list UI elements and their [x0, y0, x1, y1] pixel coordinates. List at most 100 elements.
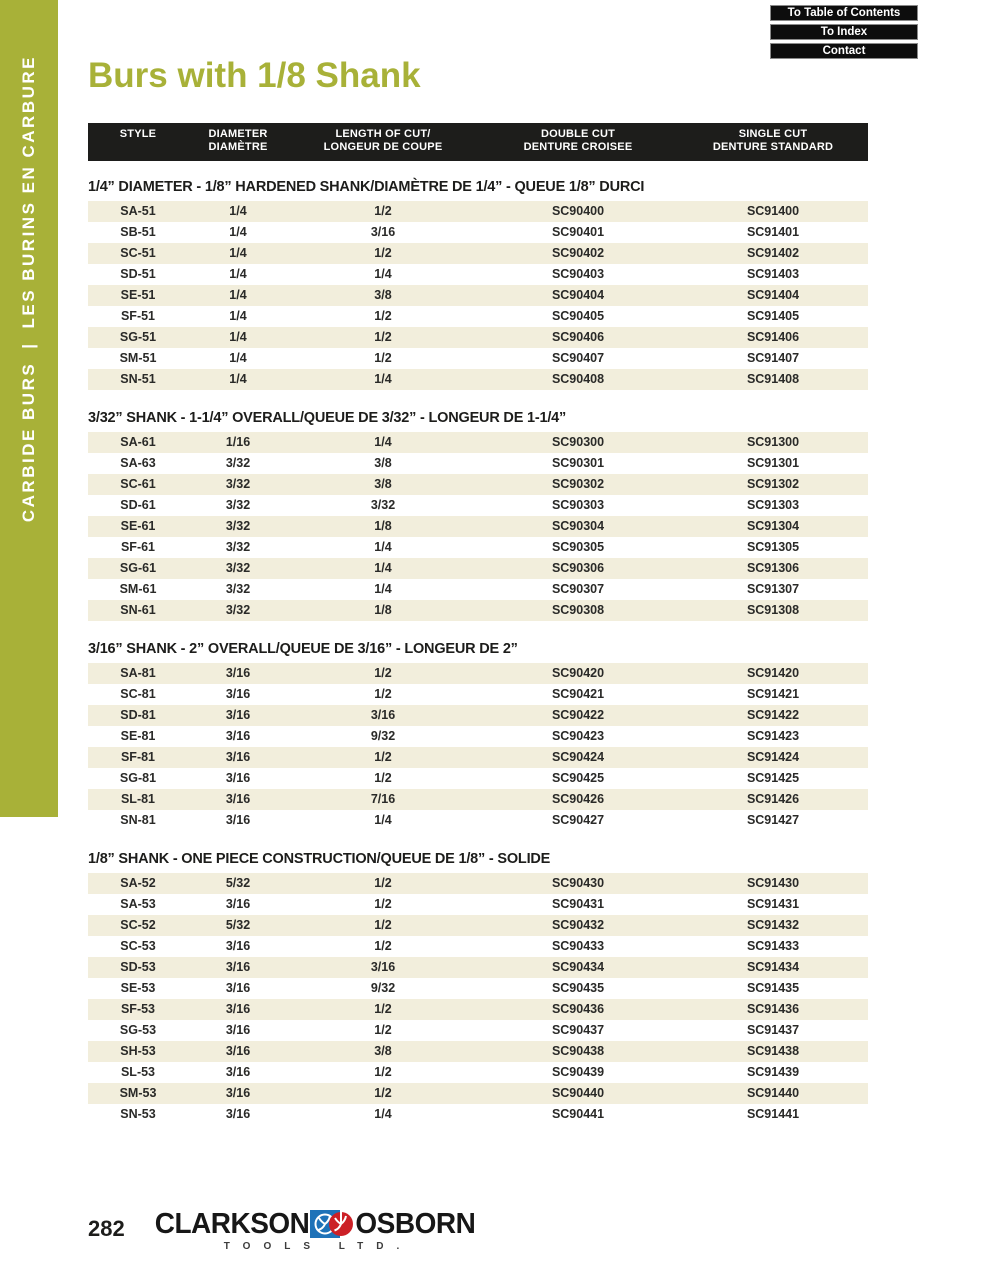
table-cell: SC91438: [746, 1044, 800, 1058]
table-cell: SC91403: [746, 267, 800, 281]
section-rows: SA-52 5/32 1/2 SC90430 SC91430 SA-53 3/16 1/2 SC…: [88, 873, 868, 1125]
table-row: SG-51 1/4 1/2 SC90406 SC91406: [88, 327, 868, 348]
table-cell: 3/16: [225, 1044, 251, 1058]
table-cell: 1/4: [229, 204, 247, 218]
table-cell: SC91424: [746, 750, 800, 764]
table-cell: SM-53: [119, 1086, 157, 1100]
table-cell: SC91433: [746, 939, 800, 953]
table-row: SA-51 1/4 1/2 SC90400 SC91400: [88, 201, 868, 222]
table-cell: SC90407: [551, 351, 605, 365]
table-cell: SC90426: [551, 792, 605, 806]
table-header-bar: STYLE DIAMETER DIAMÈTRE LENGTH OF CUT/ L…: [88, 123, 868, 161]
table-cell: 5/32: [225, 918, 251, 932]
table-cell: 1/2: [374, 1023, 392, 1037]
table-cell: SC90406: [551, 330, 605, 344]
table-cell: SA-52: [120, 876, 156, 890]
table-cell: SA-53: [120, 897, 156, 911]
to-table-of-contents-button[interactable]: To Table of Contents: [770, 5, 918, 21]
column-header-double-cut: DOUBLE CUT DENTURE CROISEE: [523, 128, 633, 153]
table-cell: SC90402: [551, 246, 605, 260]
sidebar-tab: CARBIDE BURS | LES BURINS EN CARBURE: [0, 0, 58, 817]
table-cell: 3/8: [374, 456, 392, 470]
table-cell: 3/32: [225, 603, 251, 617]
table-cell: SH-53: [120, 1044, 156, 1058]
table-cell: SC91427: [746, 813, 800, 827]
table-cell: SC90305: [551, 540, 605, 554]
table-cell: 1/4: [374, 540, 392, 554]
table-cell: SC91440: [746, 1086, 800, 1100]
table-row: SE-61 3/32 1/8 SC90304 SC91304: [88, 516, 868, 537]
table-cell: SN-81: [120, 813, 156, 827]
table-cell: 3/32: [225, 540, 251, 554]
table-cell: SC91431: [746, 897, 800, 911]
table-row: SN-61 3/32 1/8 SC90308 SC91308: [88, 600, 868, 621]
table-row: SL-81 3/16 7/16 SC90426 SC91426: [88, 789, 868, 810]
table-cell: 1/16: [225, 435, 251, 449]
table-cell: SC91437: [746, 1023, 800, 1037]
table-cell: SM-61: [119, 582, 157, 596]
to-index-button[interactable]: To Index: [770, 24, 918, 40]
table-cell: 3/32: [225, 498, 251, 512]
page-number: 282: [88, 1216, 125, 1241]
table-cell: SC91307: [746, 582, 800, 596]
table-row: SA-52 5/32 1/2 SC90430 SC91430: [88, 873, 868, 894]
table-cell: SC91420: [746, 666, 800, 680]
table-row: SD-61 3/32 3/32 SC90303 SC91303: [88, 495, 868, 516]
table-cell: SC91426: [746, 792, 800, 806]
column-header-length-of-cut: LENGTH OF CUT/ LONGEUR DE COUPE: [323, 128, 443, 153]
table-cell: SC90438: [551, 1044, 605, 1058]
table-cell: SC90425: [551, 771, 605, 785]
table-cell: 1/2: [374, 246, 392, 260]
table-cell: SC90431: [551, 897, 605, 911]
table-row: SF-53 3/16 1/2 SC90436 SC91436: [88, 999, 868, 1020]
table-row: SN-51 1/4 1/4 SC90408 SC91408: [88, 369, 868, 390]
table-cell: 3/16: [370, 960, 396, 974]
table-cell: 3/16: [225, 771, 251, 785]
table-cell: 3/32: [225, 456, 251, 470]
table-cell: 9/32: [370, 729, 396, 743]
table-row: SD-81 3/16 3/16 SC90422 SC91422: [88, 705, 868, 726]
table-cell: SC91308: [746, 603, 800, 617]
table-cell: SC91434: [746, 960, 800, 974]
table-cell: SA-81: [120, 666, 156, 680]
table-cell: SC90434: [551, 960, 605, 974]
table-cell: SC90424: [551, 750, 605, 764]
table-cell: SC91302: [746, 477, 800, 491]
table-cell: SC91425: [746, 771, 800, 785]
table-cell: SF-81: [120, 750, 156, 764]
table-row: SM-61 3/32 1/4 SC90307 SC91307: [88, 579, 868, 600]
table-cell: 1/4: [374, 582, 392, 596]
table-cell: 1/2: [374, 204, 392, 218]
table-cell: SC90441: [551, 1107, 605, 1121]
table-cell: SC90301: [551, 456, 605, 470]
table-cell: SC90300: [551, 435, 605, 449]
section-heading: 1/4” DIAMETER - 1/8” HARDENED SHANK/DIAM…: [88, 179, 645, 195]
table-cell: SC91401: [746, 225, 800, 239]
contact-button[interactable]: Contact: [770, 43, 918, 59]
section-heading: 1/8” SHANK - ONE PIECE CONSTRUCTION/QUEU…: [88, 851, 551, 867]
table-cell: SC90433: [551, 939, 605, 953]
table-sections: 1/4” DIAMETER - 1/8” HARDENED SHANK/DIAM…: [88, 179, 868, 1125]
table-cell: SF-53: [120, 1002, 156, 1016]
table-cell: 3/8: [374, 477, 392, 491]
table-cell: 1/2: [374, 1002, 392, 1016]
table-cell: SL-53: [120, 1065, 156, 1079]
table-cell: SC90303: [551, 498, 605, 512]
table-cell: 3/32: [225, 561, 251, 575]
table-cell: SC90435: [551, 981, 605, 995]
table-cell: 3/16: [225, 981, 251, 995]
table-cell: 1/2: [374, 897, 392, 911]
table-cell: SC90306: [551, 561, 605, 575]
table-row: SN-81 3/16 1/4 SC90427 SC91427: [88, 810, 868, 831]
table-cell: SB-51: [120, 225, 156, 239]
table-cell: 3/16: [225, 792, 251, 806]
table-cell: 9/32: [370, 981, 396, 995]
table-cell: SF-51: [120, 309, 156, 323]
table-cell: 1/2: [374, 771, 392, 785]
table-cell: SC90403: [551, 267, 605, 281]
table-cell: SC90427: [551, 813, 605, 827]
table-cell: 3/16: [225, 1023, 251, 1037]
table-cell: SC90432: [551, 918, 605, 932]
section-heading: 3/16” SHANK - 2” OVERALL/QUEUE DE 3/16” …: [88, 641, 518, 657]
table-cell: SM-51: [119, 351, 157, 365]
